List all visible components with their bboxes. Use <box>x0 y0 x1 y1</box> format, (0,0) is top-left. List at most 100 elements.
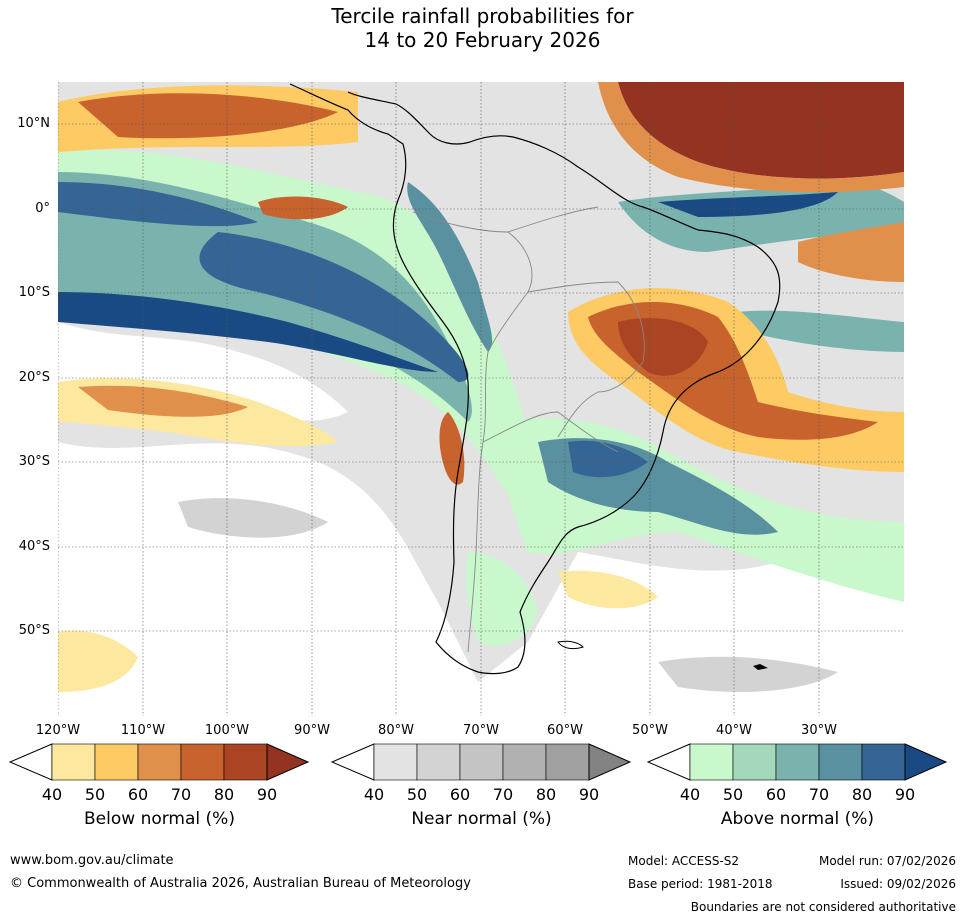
below-normal-label: Below normal (%) <box>84 809 235 829</box>
below-tick-70: 70 <box>170 785 192 804</box>
coastline-south-america <box>289 83 781 675</box>
lat-label-10s: 10°S <box>18 285 50 300</box>
colorbar-near-90 <box>588 743 632 781</box>
near-tick-90: 90 <box>578 785 600 804</box>
map-title: Tercile rainfall probabilities for 14 to… <box>0 4 965 52</box>
lon-label-90w: 90°W <box>294 723 330 738</box>
colorbar-below-60 <box>137 743 182 781</box>
title-line-1: Tercile rainfall probabilities for <box>331 4 634 28</box>
colorbar-above-80 <box>861 743 906 781</box>
lon-label-80w: 80°W <box>378 723 414 738</box>
lon-label-100w: 100°W <box>204 723 250 738</box>
near-normal-label: Near normal (%) <box>411 809 552 829</box>
colorbar-near-60 <box>459 743 504 781</box>
colorbar-below-50 <box>94 743 139 781</box>
map-canvas <box>58 82 904 716</box>
copyright-text: © Commonwealth of Australia 2026, Austra… <box>10 876 471 891</box>
above-tick-60: 60 <box>765 785 787 804</box>
lon-label-120w: 120°W <box>35 723 81 738</box>
colorbar-above-50 <box>732 743 777 781</box>
above-tick-40: 40 <box>679 785 701 804</box>
near-tick-50: 50 <box>406 785 428 804</box>
below-tick-80: 80 <box>213 785 235 804</box>
near-tick-40: 40 <box>363 785 385 804</box>
colorbar-above-60 <box>775 743 820 781</box>
colorbar-below-70 <box>180 743 225 781</box>
above-tick-90: 90 <box>894 785 916 804</box>
region-below-orange-east <box>798 222 904 282</box>
colorbar-above-40 <box>689 743 734 781</box>
base-period: Base period: 1981-2018 <box>628 877 773 891</box>
region-below-dark-ne <box>618 82 904 179</box>
country-borders <box>412 206 645 653</box>
below-tick-50: 50 <box>84 785 106 804</box>
region-below-orange-north <box>78 93 338 139</box>
region-above-teal-west <box>58 172 472 422</box>
above-tick-80: 80 <box>851 785 873 804</box>
region-above-teal-se-band <box>738 310 904 352</box>
below-tick-40: 40 <box>41 785 63 804</box>
region-below-dark-brazil <box>618 318 708 376</box>
above-tick-70: 70 <box>808 785 830 804</box>
colorbar-near-80 <box>545 743 590 781</box>
region-below-orange-ne-edge <box>598 82 904 193</box>
region-below-yellow-south <box>558 570 658 609</box>
colorbar-near-50 <box>416 743 461 781</box>
colorbar-below-40 <box>51 743 96 781</box>
above-tick-50: 50 <box>722 785 744 804</box>
boundaries-disclaimer: Boundaries are not considered authoritat… <box>690 900 956 914</box>
colorbar-near-min <box>330 743 375 781</box>
region-below-orange-pacific <box>78 385 248 417</box>
lon-label-30w: 30°W <box>801 723 837 738</box>
colorbar-below <box>8 743 310 781</box>
colorbar-below-min <box>8 743 53 781</box>
lat-label-10n: 10°N <box>17 116 50 131</box>
lat-label-20s: 20°S <box>18 370 50 385</box>
colorbar-below-90 <box>266 743 310 781</box>
map-gridlines <box>58 82 904 716</box>
lon-label-60w: 60°W <box>547 723 583 738</box>
region-above-darkblue-east <box>658 192 838 217</box>
lat-label-40s: 40°S <box>18 539 50 554</box>
region-below-chile <box>439 412 465 485</box>
near-tick-70: 70 <box>492 785 514 804</box>
colorbar-above-90 <box>904 743 948 781</box>
falkland-islands <box>557 640 584 650</box>
region-near-grey-south-2 <box>658 656 838 692</box>
region-above-blue-west <box>58 182 469 382</box>
website-link[interactable]: www.bom.gov.au/climate <box>10 853 174 868</box>
region-near-grey-south-1 <box>178 498 328 538</box>
colorbar-above-70 <box>818 743 863 781</box>
near-tick-60: 60 <box>449 785 471 804</box>
issued-date: Issued: 09/02/2026 <box>840 877 956 891</box>
region-above-darkblue-west <box>58 292 438 372</box>
colorbar-near-40 <box>373 743 418 781</box>
title-line-2: 14 to 20 February 2026 <box>364 28 601 52</box>
model-run: Model run: 07/02/2026 <box>818 854 956 868</box>
lon-label-110w: 110°W <box>120 723 166 738</box>
lon-label-70w: 70°W <box>463 723 499 738</box>
below-tick-90: 90 <box>256 785 278 804</box>
region-above-green-patagonia <box>466 552 538 646</box>
lat-label-30s: 30°S <box>18 454 50 469</box>
near-tick-80: 80 <box>535 785 557 804</box>
colorbar-near <box>330 743 632 781</box>
region-above-blue-se <box>568 440 648 478</box>
lon-label-50w: 50°W <box>632 723 668 738</box>
lat-label-50s: 50°S <box>18 623 50 638</box>
probability-map <box>58 82 904 716</box>
lat-label-0: 0° <box>35 201 50 216</box>
lon-label-40w: 40°W <box>716 723 752 738</box>
below-tick-60: 60 <box>127 785 149 804</box>
south-georgia <box>753 664 768 670</box>
region-below-eq-spot <box>258 196 348 220</box>
above-normal-label: Above normal (%) <box>720 809 875 829</box>
region-white-west <box>58 322 348 421</box>
region-below-yellow-southwest <box>58 630 138 692</box>
model-name: Model: ACCESS-S2 <box>628 854 740 868</box>
colorbar-near-70 <box>502 743 547 781</box>
colorbar-above <box>646 743 948 781</box>
colorbar-below-80 <box>223 743 268 781</box>
colorbar-above-min <box>646 743 691 781</box>
region-above-andes-blue <box>407 182 493 352</box>
